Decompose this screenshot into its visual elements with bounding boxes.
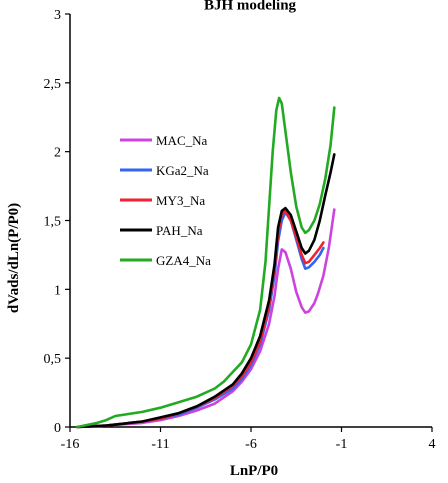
y-tick-label: 3 xyxy=(54,8,61,23)
x-tick-label: -11 xyxy=(151,437,169,452)
y-tick-label: 2,5 xyxy=(44,77,62,92)
series-line-gza4-na xyxy=(75,96,336,429)
x-tick-label: -6 xyxy=(245,437,257,452)
y-tick-label: 2 xyxy=(54,146,61,161)
legend: MAC_Na KGa2_Na MY3_Na PAH_Na GZA4_Na xyxy=(120,133,211,268)
y-tick-label: 1,5 xyxy=(44,215,62,230)
series-line-pah-na xyxy=(75,153,336,429)
x-tick-label: 4 xyxy=(429,437,436,452)
y-axis-title: dVads/dLn(P/P0) xyxy=(6,203,22,313)
y-tick-label: 0 xyxy=(54,421,61,436)
legend-label: PAH_Na xyxy=(156,223,203,238)
legend-label: MAC_Na xyxy=(156,133,208,148)
plot-area xyxy=(75,96,336,429)
legend-label: MY3_Na xyxy=(156,193,205,208)
x-tick-label: -1 xyxy=(336,437,348,452)
y-tick-label: 1 xyxy=(54,283,61,298)
x-axis-title: LnP/P0 xyxy=(230,463,278,479)
chart-title: BJH modeling xyxy=(204,0,297,14)
y-tick-label: 0,5 xyxy=(44,352,62,367)
series-line-mac-na xyxy=(75,208,336,429)
axes: 0 0,5 1 1,5 2 2,5 3 -16 -11 -6 -1 4 xyxy=(44,8,436,452)
legend-label: GZA4_Na xyxy=(156,253,211,268)
legend-label: KGa2_Na xyxy=(156,163,209,178)
x-tick-label: -16 xyxy=(61,437,80,452)
